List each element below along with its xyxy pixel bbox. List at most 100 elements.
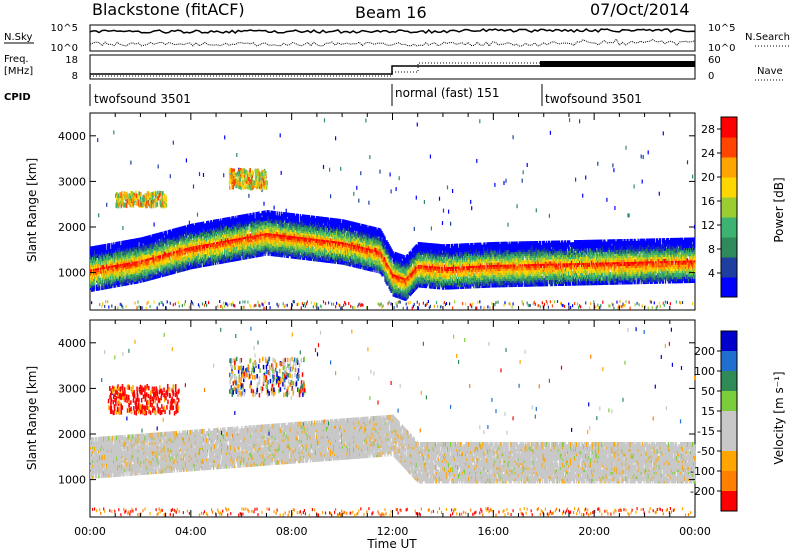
power-cell — [104, 305, 105, 308]
power-cell — [105, 300, 106, 303]
power-cell — [247, 226, 248, 231]
power-cell — [345, 303, 346, 306]
power-cell — [154, 301, 155, 304]
power-cell — [182, 304, 183, 307]
power-cell — [136, 306, 137, 309]
power-cell — [146, 307, 147, 310]
freq-unit-label: [MHz] — [4, 66, 33, 77]
power-cell — [340, 167, 341, 171]
power-cell — [119, 241, 120, 246]
power-cell — [286, 209, 287, 213]
power-cell — [329, 168, 330, 172]
power-cell — [229, 303, 230, 306]
power-cell — [108, 306, 109, 309]
power-cell — [257, 301, 258, 304]
power-cell — [122, 226, 123, 230]
power-cell — [197, 213, 198, 217]
power-cell — [283, 302, 284, 305]
power-cell — [250, 305, 251, 308]
power-cell — [239, 301, 240, 304]
power-cell — [119, 303, 120, 306]
power-cell — [339, 304, 340, 307]
power-cell — [331, 303, 332, 306]
power-cell — [117, 307, 118, 310]
cpid-segment-label: normal (fast) 151 — [395, 86, 499, 100]
power-cell — [154, 223, 155, 227]
freq-label: Freq. — [4, 54, 29, 65]
power-cell — [175, 302, 176, 305]
power-cell — [353, 192, 354, 196]
freq-tick-low: 8 — [72, 71, 78, 82]
power-cell — [179, 305, 180, 308]
power-cell — [313, 305, 314, 308]
power-cell — [335, 136, 336, 140]
power-cell — [106, 203, 107, 207]
power-cell — [192, 302, 193, 305]
power-cell — [199, 305, 200, 308]
rti-figure: Blackstone (fitACF) Beam 16 07/Oct/2014 … — [0, 0, 800, 554]
power-cell — [163, 303, 164, 306]
power-cell — [244, 300, 245, 303]
power-cell — [205, 301, 206, 304]
power-cell — [280, 133, 281, 137]
power-cell — [173, 303, 174, 306]
power-cell — [227, 304, 228, 307]
power-cell — [99, 286, 100, 291]
nsky-tick-low: 10^0 — [51, 43, 78, 54]
nsearch-series — [90, 39, 695, 46]
power-cell — [298, 214, 299, 219]
power-cell — [158, 165, 159, 169]
power-cell — [248, 194, 249, 198]
power-cell — [137, 301, 138, 304]
power-cell — [193, 185, 194, 189]
power-cell — [263, 202, 264, 206]
power-cell — [270, 306, 271, 309]
power-cell — [148, 301, 149, 304]
power-cell — [224, 135, 225, 139]
power-cell — [354, 306, 355, 309]
power-cell — [141, 306, 142, 309]
power-cell — [253, 212, 254, 217]
nave-tick-high: 60 — [708, 55, 721, 66]
power-cell — [323, 300, 324, 303]
power-cell — [259, 305, 260, 308]
power-cell — [170, 302, 171, 305]
power-cell — [178, 301, 179, 304]
power-cell — [159, 303, 160, 306]
power-cell — [287, 304, 288, 307]
freq-series — [90, 66, 695, 74]
power-cell — [307, 300, 308, 303]
nsearch-tick-low: 10^0 — [708, 43, 735, 54]
power-cell — [277, 211, 278, 216]
power-cell — [203, 173, 204, 177]
power-panel — [90, 113, 695, 310]
power-cell — [264, 301, 265, 304]
power-cell — [222, 307, 223, 310]
power-cell — [138, 305, 139, 308]
power-cell — [305, 305, 306, 308]
power-cell — [202, 303, 203, 306]
power-cell — [281, 171, 282, 175]
power-cell — [208, 301, 209, 304]
nave-fast-block — [540, 61, 695, 67]
power-cell — [123, 275, 124, 280]
power-cell — [255, 304, 256, 307]
nsky-series — [90, 29, 695, 33]
power-cell — [263, 307, 264, 310]
power-cell — [279, 212, 280, 217]
power-cell — [328, 301, 329, 304]
cpid-segment-label: twofsound 3501 — [94, 92, 191, 106]
power-cell — [102, 303, 103, 306]
power-cell — [333, 303, 334, 306]
power-cell — [97, 138, 98, 142]
power-cell — [223, 173, 224, 177]
power-cell — [101, 305, 102, 308]
freq-tick-high: 18 — [65, 55, 78, 66]
nsky-tick-high: 10^5 — [51, 23, 78, 34]
power-cell — [109, 243, 110, 248]
power-cell — [217, 305, 218, 308]
power-cell — [224, 305, 225, 308]
power-cell — [321, 305, 322, 308]
power-cell — [340, 307, 341, 310]
nsearch-tick-high: 10^5 — [708, 23, 735, 34]
